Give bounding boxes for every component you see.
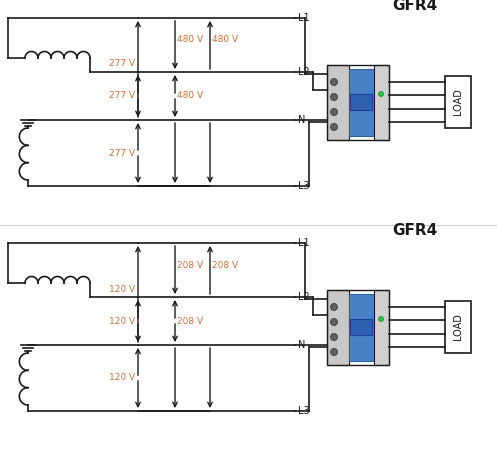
FancyBboxPatch shape xyxy=(327,289,349,365)
Circle shape xyxy=(331,319,337,325)
Text: L1: L1 xyxy=(298,13,310,23)
Text: 208 V: 208 V xyxy=(212,261,238,270)
Circle shape xyxy=(331,333,337,341)
Circle shape xyxy=(331,78,337,86)
Circle shape xyxy=(331,348,337,356)
Bar xyxy=(349,293,374,360)
Text: 277 V: 277 V xyxy=(109,91,135,100)
Circle shape xyxy=(379,91,384,96)
Text: L1: L1 xyxy=(298,238,310,248)
Circle shape xyxy=(331,108,337,116)
Text: 120 V: 120 V xyxy=(109,316,135,325)
FancyBboxPatch shape xyxy=(327,64,349,140)
Text: LOAD: LOAD xyxy=(453,89,463,116)
Bar xyxy=(445,76,471,128)
Text: 480 V: 480 V xyxy=(177,91,203,100)
Text: N: N xyxy=(298,115,305,125)
Text: L2: L2 xyxy=(298,292,310,302)
Bar xyxy=(349,68,374,135)
Text: L3: L3 xyxy=(298,406,310,416)
Bar xyxy=(445,301,471,353)
Text: N: N xyxy=(298,340,305,350)
Circle shape xyxy=(331,94,337,100)
Bar xyxy=(327,289,389,365)
Text: LOAD: LOAD xyxy=(453,314,463,341)
Text: 208 V: 208 V xyxy=(177,261,203,270)
Bar xyxy=(350,319,372,335)
Bar xyxy=(374,289,389,365)
Text: 120 V: 120 V xyxy=(109,284,135,293)
Text: L2: L2 xyxy=(298,67,310,77)
Bar xyxy=(350,94,372,110)
Text: 120 V: 120 V xyxy=(109,374,135,382)
Text: GFR4: GFR4 xyxy=(392,223,438,238)
Text: 480 V: 480 V xyxy=(177,36,203,45)
Text: 277 V: 277 V xyxy=(109,59,135,68)
Bar xyxy=(327,64,389,140)
Circle shape xyxy=(331,123,337,130)
Bar xyxy=(374,64,389,140)
Circle shape xyxy=(331,303,337,310)
Text: 480 V: 480 V xyxy=(212,36,238,45)
Text: L3: L3 xyxy=(298,181,310,191)
Text: GFR4: GFR4 xyxy=(392,0,438,13)
Text: 208 V: 208 V xyxy=(177,316,203,325)
Text: 277 V: 277 V xyxy=(109,148,135,157)
Circle shape xyxy=(379,316,384,321)
